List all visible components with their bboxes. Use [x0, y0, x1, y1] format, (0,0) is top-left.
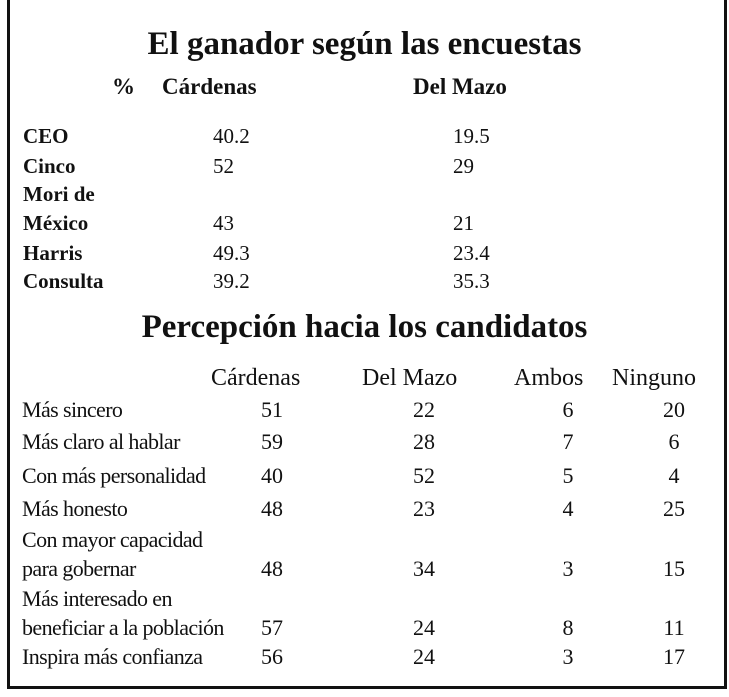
- cell-value: 35.3: [453, 269, 490, 293]
- cell-value: 24: [413, 644, 435, 669]
- cell-value: 20: [663, 397, 685, 422]
- cell-value: 40.2: [213, 124, 250, 148]
- cell-value: 59: [261, 429, 283, 454]
- row-label: Más sincero: [22, 397, 123, 422]
- cell-value: 39.2: [213, 269, 250, 293]
- row-label: para gobernar: [22, 556, 136, 581]
- cell-value: 52: [213, 154, 234, 178]
- cell-value: 3: [562, 556, 574, 581]
- cell-value: 4: [562, 496, 574, 521]
- unit-label: %: [112, 74, 135, 99]
- perception-title: Percepción hacia los candidatos: [141, 309, 588, 345]
- row-label: México: [23, 211, 89, 235]
- cell-value: 25: [663, 496, 685, 521]
- row-label: Inspira más confianza: [22, 644, 203, 669]
- cell-value: 23: [413, 496, 435, 521]
- column-header: Ninguno: [612, 365, 696, 391]
- cell-value: 48: [261, 496, 283, 521]
- table-border: [7, 0, 727, 689]
- survey-title: El ganador según las encuestas: [147, 26, 582, 62]
- row-label: Más interesado en: [22, 586, 172, 611]
- column-header: Cárdenas: [211, 365, 301, 391]
- row-label: Con más personalidad: [22, 463, 206, 488]
- cell-value: 29: [453, 154, 474, 178]
- cell-value: 8: [562, 615, 574, 640]
- cell-value: 6: [668, 429, 680, 454]
- cell-value: 22: [413, 397, 435, 422]
- cell-value: 51: [261, 397, 283, 422]
- row-label: CEO: [23, 124, 69, 148]
- cell-value: 17: [663, 644, 685, 669]
- cell-value: 3: [562, 644, 574, 669]
- row-label: Consulta: [23, 269, 104, 293]
- cell-value: 34: [413, 556, 435, 581]
- cell-value: 21: [453, 211, 474, 235]
- cell-value: 23.4: [453, 241, 490, 265]
- row-label: Harris: [23, 241, 83, 265]
- column-header: Cárdenas: [162, 74, 257, 99]
- cell-value: 19.5: [453, 124, 490, 148]
- cell-value: 49.3: [213, 241, 250, 265]
- cell-value: 7: [562, 429, 574, 454]
- cell-value: 57: [261, 615, 283, 640]
- cell-value: 28: [413, 429, 435, 454]
- cell-value: 48: [261, 556, 283, 581]
- cell-value: 4: [668, 463, 680, 488]
- row-label: Más honesto: [22, 496, 128, 521]
- cell-value: 43: [213, 211, 234, 235]
- column-header: Del Mazo: [362, 365, 458, 391]
- cell-value: 40: [261, 463, 283, 488]
- row-label: Con mayor capacidad: [22, 527, 203, 552]
- cell-value: 6: [562, 397, 574, 422]
- cell-value: 52: [413, 463, 435, 488]
- cell-value: 15: [663, 556, 685, 581]
- column-header: Del Mazo: [413, 74, 507, 99]
- cell-value: 56: [261, 644, 283, 669]
- cell-value: 5: [562, 463, 574, 488]
- row-label: Mori de: [23, 182, 95, 206]
- row-label: Más claro al hablar: [22, 429, 180, 454]
- column-header: Ambos: [514, 365, 584, 391]
- cell-value: 24: [413, 615, 435, 640]
- row-label: Cinco: [23, 154, 76, 178]
- row-label: beneficiar a la población: [22, 615, 224, 640]
- cell-value: 11: [663, 615, 685, 640]
